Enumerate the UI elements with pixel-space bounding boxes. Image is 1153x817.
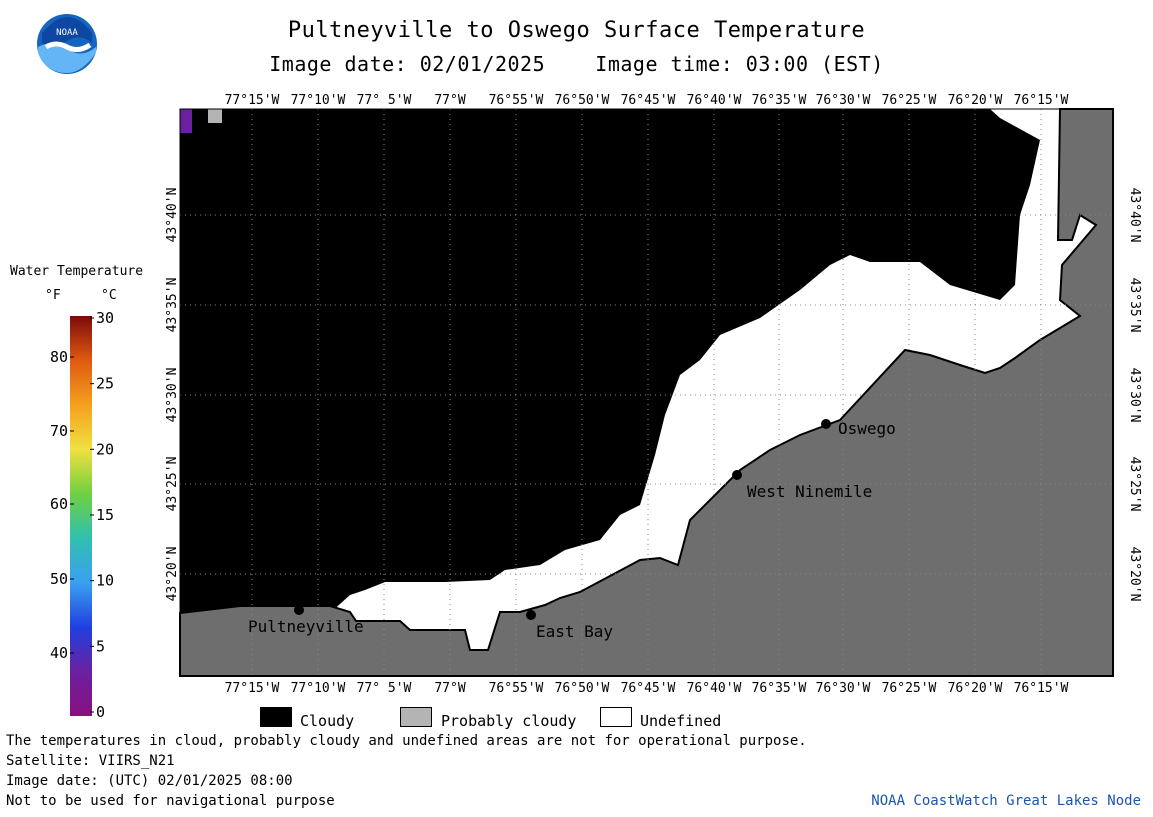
celsius-tick-label: 0 bbox=[96, 703, 105, 721]
longitude-label-top: 76°45'W bbox=[621, 93, 676, 108]
longitude-label-top: 76°30'W bbox=[816, 93, 871, 108]
image-date-time: Image date: 02/01/2025 Image time: 03:00… bbox=[269, 52, 884, 76]
longitude-label-top: 77°10'W bbox=[291, 93, 346, 108]
place-marker bbox=[732, 470, 742, 480]
celsius-tick-label: 15 bbox=[96, 506, 114, 524]
undefined-swatch bbox=[600, 707, 632, 727]
latitude-label-left: 43°35'N bbox=[165, 278, 180, 333]
longitude-label-bottom: 76°30'W bbox=[816, 681, 871, 696]
latitude-label-left: 43°20'N bbox=[165, 547, 180, 602]
fahrenheit-tick-label: 70 bbox=[50, 422, 68, 440]
fahrenheit-tick-label: 40 bbox=[50, 644, 68, 662]
longitude-label-top: 76°50'W bbox=[555, 93, 610, 108]
legend-title: Water Temperature bbox=[10, 264, 144, 279]
longitude-label-top: 77°W bbox=[434, 93, 465, 108]
longitude-label-bottom: 76°35'W bbox=[752, 681, 807, 696]
color-gradient bbox=[70, 316, 92, 716]
longitude-label-top: 77° 5'W bbox=[357, 93, 412, 108]
place-label: Pultneyville bbox=[248, 617, 364, 636]
place-label: East Bay bbox=[536, 622, 613, 641]
undefined-label: Undefined bbox=[640, 712, 722, 730]
longitude-label-top: 76°40'W bbox=[687, 93, 742, 108]
celsius-tick-label: 25 bbox=[96, 375, 114, 393]
longitude-label-bottom: 76°20'W bbox=[948, 681, 1003, 696]
map-frame bbox=[179, 108, 1114, 677]
noaa-logo: NOAA bbox=[36, 13, 98, 75]
longitude-label-bottom: 77°15'W bbox=[225, 681, 280, 696]
probably-cloudy-swatch bbox=[400, 707, 432, 727]
latitude-label-right: 43°25'N bbox=[1127, 457, 1142, 512]
longitude-label-bottom: 76°50'W bbox=[555, 681, 610, 696]
probably-cloudy-patch bbox=[208, 109, 222, 123]
disclaimer-text: The temperatures in cloud, probably clou… bbox=[6, 733, 807, 749]
latitude-label-right: 43°40'N bbox=[1127, 188, 1142, 243]
latitude-label-left: 43°40'N bbox=[165, 188, 180, 243]
probably-cloudy-label: Probably cloudy bbox=[441, 712, 577, 730]
latitude-label-right: 43°35'N bbox=[1127, 278, 1142, 333]
graticule bbox=[180, 109, 1113, 676]
credit-text: NOAA CoastWatch Great Lakes Node bbox=[871, 793, 1141, 809]
celsius-tick-label: 10 bbox=[96, 572, 114, 590]
longitude-label-bottom: 76°45'W bbox=[621, 681, 676, 696]
cloudy-swatch bbox=[260, 707, 292, 727]
cloudy-label: Cloudy bbox=[300, 712, 355, 730]
longitude-label-bottom: 77°W bbox=[434, 681, 465, 696]
image-date-utc: Image date: (UTC) 02/01/2025 08:00 bbox=[6, 773, 293, 789]
longitude-label-bottom: 76°55'W bbox=[489, 681, 544, 696]
longitude-label-bottom: 77°10'W bbox=[291, 681, 346, 696]
latitude-label-right: 43°20'N bbox=[1127, 547, 1142, 602]
longitude-label-top: 76°55'W bbox=[489, 93, 544, 108]
latitude-label-left: 43°25'N bbox=[165, 457, 180, 512]
legend-unit-c: °C bbox=[101, 288, 117, 303]
place-label: West Ninemile bbox=[747, 482, 872, 501]
longitude-label-bottom: 77° 5'W bbox=[357, 681, 412, 696]
place-marker bbox=[821, 419, 831, 429]
temperature-color-bar: 30 25 20 15 10 5 0 80 70 60 50 40 bbox=[50, 309, 114, 721]
fahrenheit-tick-label: 50 bbox=[50, 570, 68, 588]
longitude-label-bottom: 76°40'W bbox=[687, 681, 742, 696]
place-marker bbox=[526, 610, 536, 620]
logo-text: NOAA bbox=[56, 28, 78, 38]
celsius-tick-label: 5 bbox=[96, 637, 105, 655]
latitude-label-right: 43°30'N bbox=[1127, 368, 1142, 423]
latitude-label-left: 43°30'N bbox=[165, 368, 180, 423]
longitude-label-bottom: 76°15'W bbox=[1014, 681, 1069, 696]
place-label: Oswego bbox=[838, 419, 896, 438]
satellite-text: Satellite: VIIRS_N21 bbox=[6, 753, 175, 769]
legend-unit-f: °F bbox=[45, 288, 61, 303]
longitude-label-top: 76°35'W bbox=[752, 93, 807, 108]
longitude-label-top: 76°15'W bbox=[1014, 93, 1069, 108]
longitude-label-top: 77°15'W bbox=[225, 93, 280, 108]
celsius-tick-label: 20 bbox=[96, 440, 114, 458]
celsius-tick-label: 30 bbox=[96, 309, 114, 327]
longitude-label-top: 76°25'W bbox=[882, 93, 937, 108]
longitude-label-bottom: 76°25'W bbox=[882, 681, 937, 696]
fahrenheit-tick-label: 80 bbox=[50, 348, 68, 366]
place-marker bbox=[294, 605, 304, 615]
fahrenheit-tick-label: 60 bbox=[50, 495, 68, 513]
navigation-warning: Not to be used for navigational purpose bbox=[6, 793, 335, 809]
temperature-pixel-patch bbox=[180, 109, 192, 133]
longitude-label-top: 76°20'W bbox=[948, 93, 1003, 108]
page-title: Pultneyville to Oswego Surface Temperatu… bbox=[287, 18, 866, 43]
